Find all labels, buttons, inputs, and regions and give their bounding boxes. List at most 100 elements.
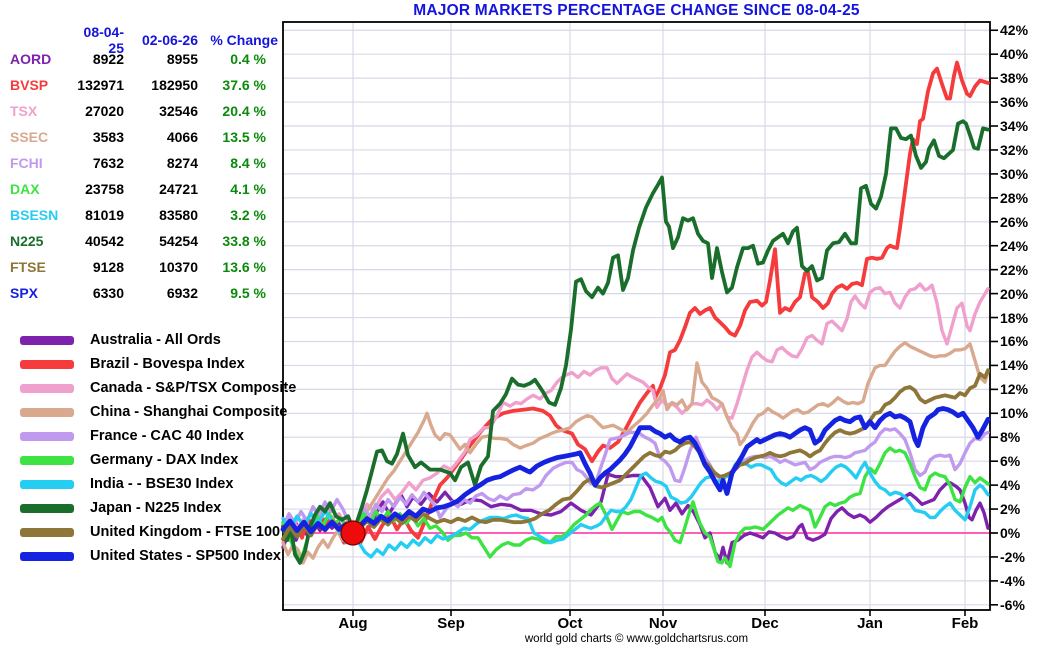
start-value: 8922 xyxy=(92,51,124,67)
end-value: 4066 xyxy=(166,129,198,145)
legend-item: India - - BSE30 Index xyxy=(20,472,296,496)
legend-item: China - Shanghai Composite xyxy=(20,400,296,424)
percent-change-value: 9.5 % xyxy=(230,285,266,301)
legend-label: India - - BSE30 Index xyxy=(90,476,234,492)
end-value: 54254 xyxy=(159,233,198,249)
y-axis-label: 28% xyxy=(1000,189,1029,206)
y-axis-label: 38% xyxy=(1000,70,1029,87)
start-marker-dot xyxy=(340,520,366,546)
legend-label: United Kingdom - FTSE 100 xyxy=(90,524,281,540)
start-value: 23758 xyxy=(85,181,124,197)
legend-item: United States - SP500 Index xyxy=(20,544,296,568)
symbol-label: TSX xyxy=(10,103,38,119)
table-row: FTSE 9128 10370 13.6 % xyxy=(10,254,278,280)
series-line xyxy=(281,472,990,565)
legend-label: China - Shanghai Composite xyxy=(90,404,288,420)
end-value: 6932 xyxy=(166,285,198,301)
symbol-label: DAX xyxy=(10,181,40,197)
y-axis-label: 14% xyxy=(1000,357,1029,374)
legend-swatch xyxy=(20,383,74,393)
table-row: SSEC 3583 4066 13.5 % xyxy=(10,124,278,150)
end-value: 182950 xyxy=(151,77,198,93)
end-value: 32546 xyxy=(159,103,198,119)
percent-change-value: 0.4 % xyxy=(230,51,266,67)
table-header-change: % Change xyxy=(210,32,278,48)
legend-label: Brazil - Bovespa Index xyxy=(90,356,245,372)
series-line xyxy=(281,60,990,546)
end-value: 24721 xyxy=(159,181,198,197)
series-line xyxy=(281,368,990,541)
y-axis-label: -4% xyxy=(1000,572,1025,589)
symbol-label: SPX xyxy=(10,285,39,301)
y-axis-label: 16% xyxy=(1000,333,1029,350)
legend-label: France - CAC 40 Index xyxy=(90,428,244,444)
legend-item: Canada - S&P/TSX Composite xyxy=(20,376,296,400)
percent-change-value: 8.4 % xyxy=(230,155,266,171)
y-axis-label: -6% xyxy=(1000,596,1025,613)
x-axis-label: Oct xyxy=(557,615,583,632)
y-axis-label: 12% xyxy=(1000,381,1029,398)
table-body: AORD 8922 8955 0.4 % BVSP 132971 182950 37.6 % T… xyxy=(10,46,278,306)
y-axis-label: 18% xyxy=(1000,309,1029,326)
table-row: FCHI 7632 8274 8.4 % xyxy=(10,150,278,176)
start-value: 132971 xyxy=(77,77,124,93)
symbol-label: N225 xyxy=(10,233,44,249)
y-axis-label: 8% xyxy=(1000,429,1021,446)
symbol-label: AORD xyxy=(10,51,52,67)
plot-border xyxy=(282,21,991,611)
symbol-label: FCHI xyxy=(10,155,43,171)
percent-change-value: 3.2 % xyxy=(230,207,266,223)
legend-item: Germany - DAX Index xyxy=(20,448,296,472)
table-header-start-date: 08-04-25 xyxy=(83,24,124,56)
table-row: AORD 8922 8955 0.4 % xyxy=(10,46,278,72)
footer-credit: world gold charts © www.goldchartsrus.co… xyxy=(524,633,749,645)
y-axis-label: 4% xyxy=(1000,477,1021,494)
y-axis-label: 20% xyxy=(1000,285,1029,302)
y-axis-label: 36% xyxy=(1000,94,1029,111)
x-axis-label: Dec xyxy=(751,615,779,632)
y-axis-label: 30% xyxy=(1000,165,1029,182)
start-value: 9128 xyxy=(92,259,124,275)
start-value: 40542 xyxy=(85,233,124,249)
series-line xyxy=(281,460,990,559)
end-value: 8274 xyxy=(166,155,198,171)
y-axis-label: 10% xyxy=(1000,405,1029,422)
y-axis-label: 22% xyxy=(1000,261,1029,278)
start-value: 81019 xyxy=(85,207,124,223)
legend: Australia - All Ords Brazil - Bovespa Ind… xyxy=(20,328,296,568)
x-axis-label: Feb xyxy=(951,615,979,632)
y-axis-label: 2% xyxy=(1000,501,1021,518)
percent-change-value: 20.4 % xyxy=(222,103,266,119)
table-row: SPX 6330 6932 9.5 % xyxy=(10,280,278,306)
legend-label: Germany - DAX Index xyxy=(90,452,239,468)
y-axis-label: 6% xyxy=(1000,453,1021,470)
legend-item: Japan - N225 Index xyxy=(20,496,296,520)
y-axis-label: 26% xyxy=(1000,213,1029,230)
x-axis-label: Aug xyxy=(338,615,368,632)
legend-swatch xyxy=(20,359,74,369)
percent-change-value: 4.1 % xyxy=(230,181,266,197)
table-row: DAX 23758 24721 4.1 % xyxy=(10,176,278,202)
legend-item: United Kingdom - FTSE 100 xyxy=(20,520,296,544)
end-value: 83580 xyxy=(159,207,198,223)
legend-swatch xyxy=(20,551,74,561)
legend-swatch xyxy=(20,335,74,345)
legend-label: Australia - All Ords xyxy=(90,332,221,348)
end-value: 10370 xyxy=(159,259,198,275)
y-axis-label: 0% xyxy=(1000,525,1021,541)
legend-swatch xyxy=(20,479,74,489)
symbol-label: BVSP xyxy=(10,77,49,93)
table-row: BVSP 132971 182950 37.6 % xyxy=(10,72,278,98)
legend-swatch xyxy=(20,527,74,537)
market-table: 08-04-25 02-06-26 % Change AORD 8922 8955 0… xyxy=(10,24,278,306)
y-axis-label: 32% xyxy=(1000,141,1029,158)
legend-label: United States - SP500 Index xyxy=(90,548,281,564)
symbol-label: BSESN xyxy=(10,207,59,223)
legend-label: Japan - N225 Index xyxy=(90,500,222,516)
x-axis-label: Sep xyxy=(437,615,465,632)
table-row: BSESN 81019 83580 3.2 % xyxy=(10,202,278,228)
start-value: 3583 xyxy=(92,129,124,145)
x-axis-label: Jan xyxy=(857,615,883,632)
legend-label: Canada - S&P/TSX Composite xyxy=(90,380,297,396)
